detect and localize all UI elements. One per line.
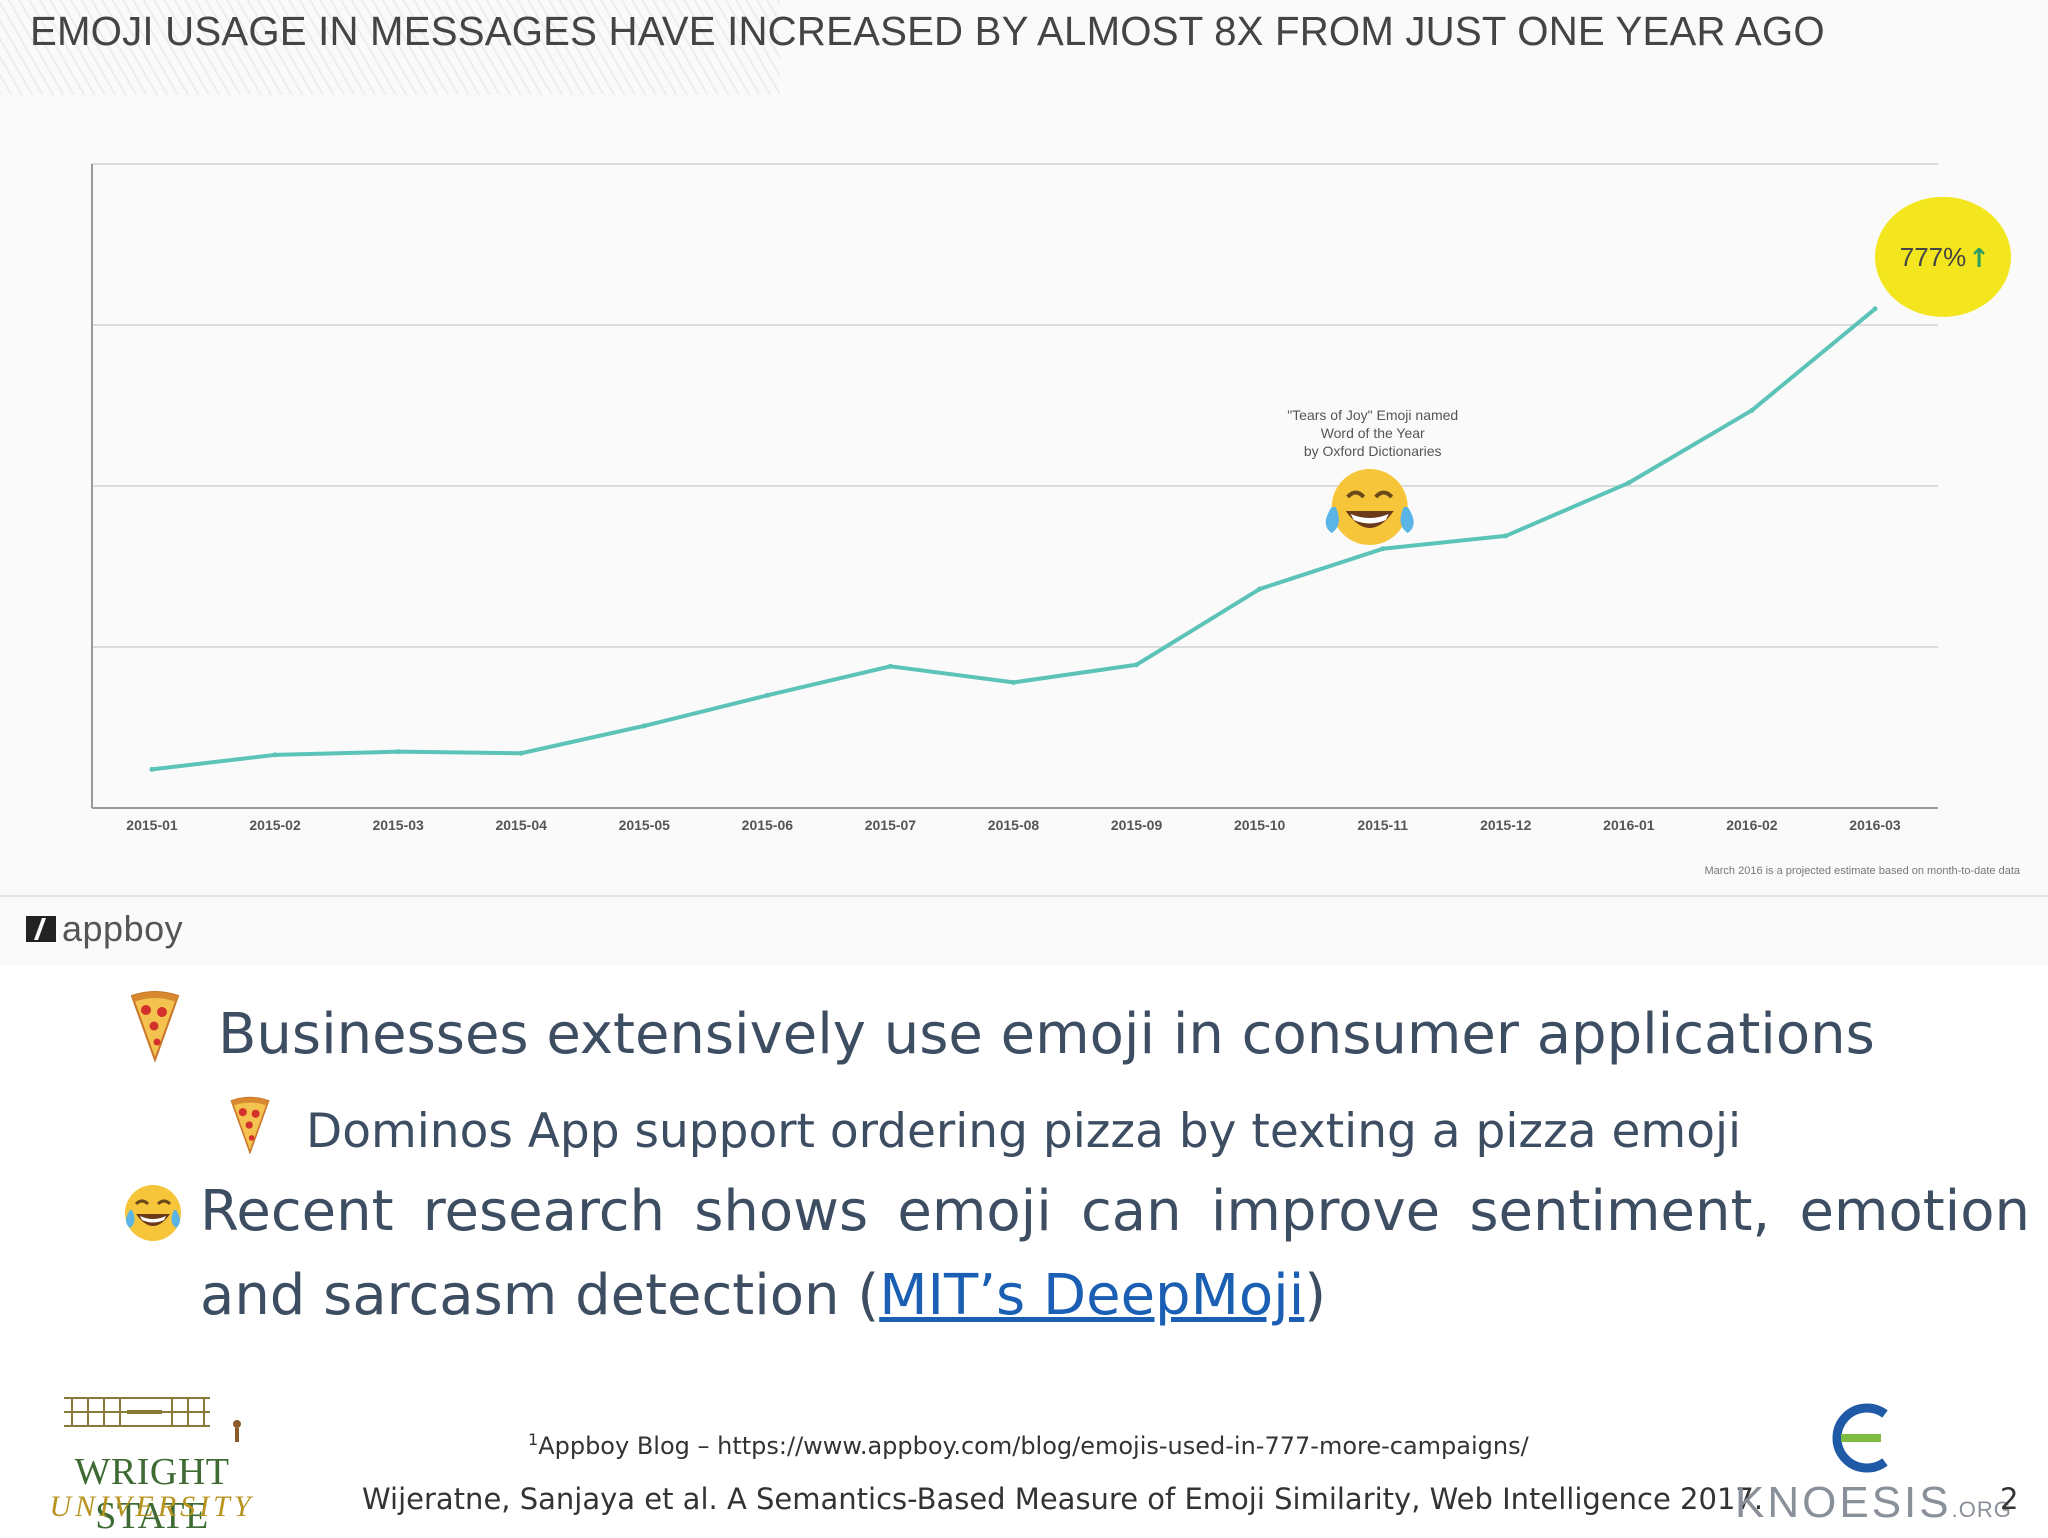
source-footnote: 1Appboy Blog – https://www.appboy.com/bl… xyxy=(528,1430,1529,1460)
chart-headline: EMOJI USAGE IN MESSAGES HAVE INCREASED B… xyxy=(30,8,1825,54)
annotation-text: Word of the Year xyxy=(1321,425,1425,441)
header-hatch-pattern xyxy=(0,0,780,95)
data-point xyxy=(272,752,278,758)
data-point xyxy=(518,750,524,756)
x-tick-label: 2016-02 xyxy=(1726,817,1778,833)
data-point xyxy=(887,663,893,669)
page-number: 2 xyxy=(2000,1482,2019,1516)
data-point xyxy=(1626,480,1632,486)
wright-state-logo: WRIGHT STATE UNIVERSITY xyxy=(22,1390,282,1537)
pizza-icon xyxy=(230,1096,270,1154)
data-point xyxy=(395,749,401,755)
knoesis-logo: KNOESIS.ORG xyxy=(1735,1400,2011,1530)
bullet-dominos: Dominos App support ordering pizza by te… xyxy=(228,1096,1741,1159)
highlight-badge xyxy=(1875,196,2011,317)
data-point xyxy=(1257,586,1263,592)
data-point xyxy=(764,692,770,698)
bullet-businesses: Businesses extensively use emoji in cons… xyxy=(128,990,1875,1067)
emoji-tear xyxy=(1400,507,1414,533)
knoesis-wordmark: KNOESIS.ORG xyxy=(1735,1478,2012,1528)
chart-footnote: March 2016 is a projected estimate based… xyxy=(1704,865,2020,877)
badge-label: 777% xyxy=(1900,242,1967,272)
appboy-wordmark: appboy xyxy=(62,908,184,949)
appboy-mark-icon xyxy=(26,916,56,942)
x-tick-label: 2015-07 xyxy=(865,817,917,833)
bullet-research-text-close: ) xyxy=(1304,1263,1327,1328)
wright-flyer-icon xyxy=(64,1397,241,1442)
x-tick-label: 2015-01 xyxy=(126,817,178,833)
knoesis-org: .ORG xyxy=(1951,1497,2012,1522)
x-tick-label: 2016-03 xyxy=(1849,817,1901,833)
series-line xyxy=(150,306,1877,772)
emoji-teeth xyxy=(1350,514,1389,524)
x-tick-label: 2015-10 xyxy=(1234,817,1286,833)
data-point xyxy=(1503,533,1509,539)
x-tick-label: 2015-03 xyxy=(372,817,424,833)
bullet-research-text-main: Recent research shows emoji can improve … xyxy=(200,1179,2030,1328)
data-point xyxy=(1872,306,1878,312)
up-arrow-icon: ↑ xyxy=(1968,244,1990,274)
annotation-text: "Tears of Joy" Emoji named xyxy=(1287,407,1458,423)
x-tick-label: 2016-01 xyxy=(1603,817,1655,833)
knoesis-mark-icon xyxy=(1832,1403,1888,1473)
bullet-dominos-text: Dominos App support ordering pizza by te… xyxy=(306,1104,1742,1159)
bullet-research-text: Recent research shows emoji can improve … xyxy=(200,1170,2030,1338)
data-point xyxy=(641,723,647,729)
wsu-subtitle: UNIVERSITY xyxy=(49,1490,255,1523)
x-tick-label: 2015-12 xyxy=(1480,817,1532,833)
x-tick-label: 2015-02 xyxy=(249,817,301,833)
knoesis-word: KNOESIS xyxy=(1735,1478,1952,1527)
data-point xyxy=(1134,662,1140,668)
emoji-eye xyxy=(1374,490,1394,499)
data-point xyxy=(1380,546,1386,552)
emoji-eye xyxy=(1346,490,1366,499)
pizza-icon xyxy=(130,991,180,1062)
footnote-marker: 1 xyxy=(528,1430,539,1449)
x-tick-label: 2015-05 xyxy=(619,817,671,833)
x-tick-label: 2015-09 xyxy=(1111,817,1163,833)
data-point xyxy=(1749,407,1755,413)
tears-of-joy-icon xyxy=(1331,469,1408,545)
deepmoji-link[interactable]: MIT’s DeepMoji xyxy=(879,1263,1305,1328)
tears-of-joy-icon xyxy=(125,1185,181,1241)
wsu-name: WRIGHT STATE xyxy=(74,1451,230,1537)
x-tick-label: 2015-08 xyxy=(988,817,1040,833)
x-tick-label: 2015-11 xyxy=(1357,817,1408,833)
bullet-research: Recent research shows emoji can improve … xyxy=(120,1170,2030,1338)
emoji-usage-infographic: EMOJI USAGE IN MESSAGES HAVE INCREASED B… xyxy=(0,0,2048,965)
bullet-businesses-text: Businesses extensively use emoji in cons… xyxy=(218,1002,1875,1067)
emoji-tear xyxy=(1325,507,1339,533)
paper-citation: Wijeratne, Sanjaya et al. A Semantics-Ba… xyxy=(362,1482,1764,1516)
x-tick-label: 2015-06 xyxy=(742,817,794,833)
emoji-usage-line-chart: 2015-01 2015-02 2015-03 2015-04 2015-05 2015-… xyxy=(0,163,2048,897)
x-tick-label: 2015-04 xyxy=(496,817,548,833)
appboy-logo: appboy xyxy=(26,908,183,950)
annotation-text: by Oxford Dictionaries xyxy=(1304,443,1442,459)
data-point xyxy=(1011,679,1016,685)
data-point xyxy=(149,766,155,772)
footnote-text: Appboy Blog – https://www.appboy.com/blo… xyxy=(538,1432,1529,1460)
